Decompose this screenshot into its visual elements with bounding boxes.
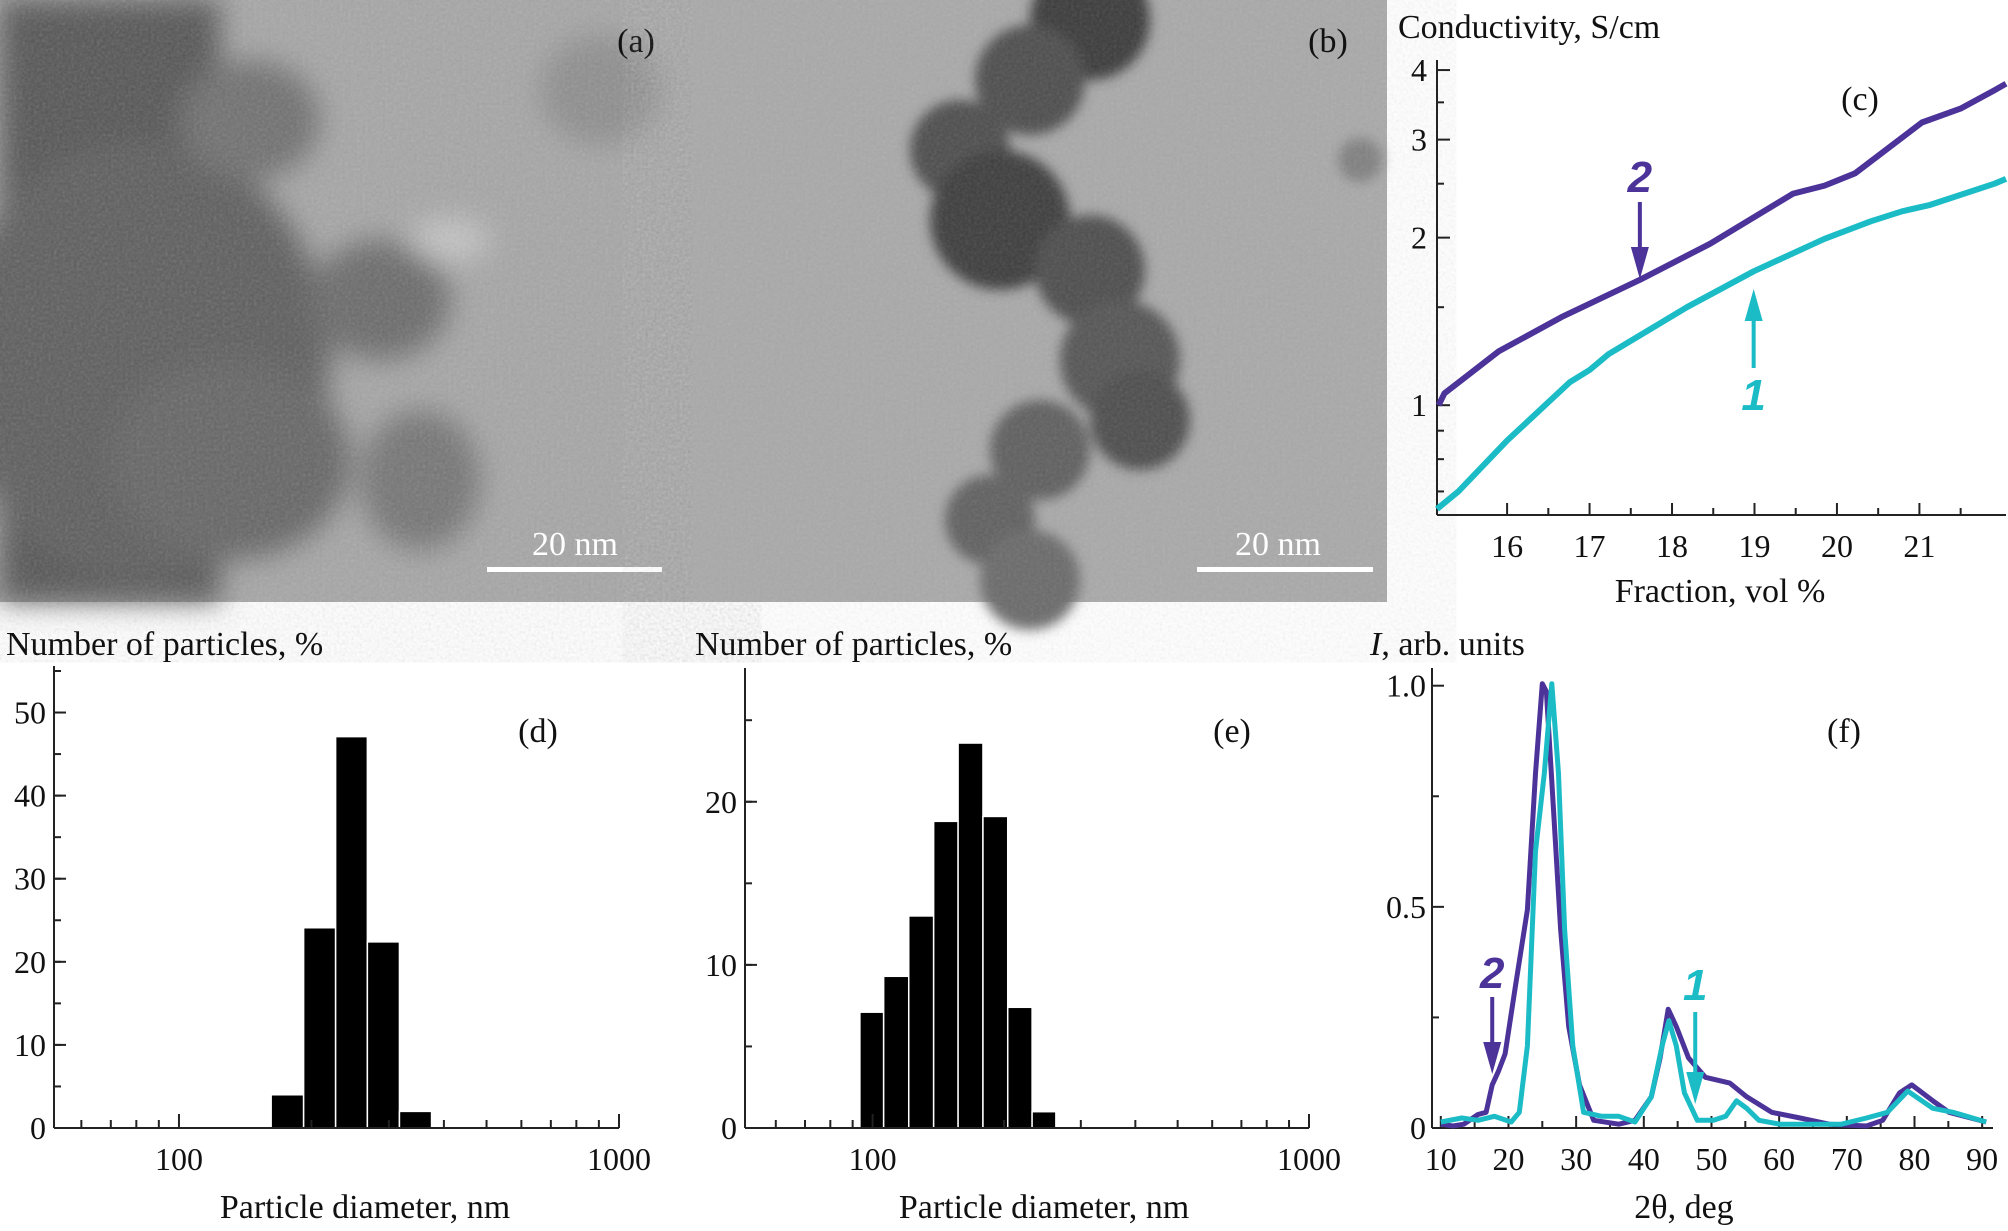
y-tick-label: 20 xyxy=(705,784,737,820)
y-tick-label: 0 xyxy=(1410,1110,1426,1146)
chart-e-bar xyxy=(982,815,1009,1129)
x-tick-label: 50 xyxy=(1695,1141,1727,1177)
chart-d-bar xyxy=(366,941,401,1129)
curve-1-label: 1 xyxy=(1741,371,1765,420)
curve-1-arrow-head-icon xyxy=(1744,289,1763,321)
x-tick-label: 17 xyxy=(1574,528,1606,564)
scale-bar-a xyxy=(487,567,662,572)
chart-f-xlabel: 2θ, deg xyxy=(1634,1189,1733,1226)
x-tick-label: 70 xyxy=(1831,1141,1863,1177)
x-tick-label: 100 xyxy=(155,1141,203,1177)
y-tick-label: 40 xyxy=(14,778,46,814)
chart-e-bar xyxy=(882,975,910,1129)
y-tick-label: 30 xyxy=(14,861,46,897)
x-tick-label: 16 xyxy=(1491,528,1523,564)
panel-label-a: (a) xyxy=(617,23,655,60)
y-tick-label: 20 xyxy=(14,944,46,980)
chart-e-xlabel: Particle diameter, nm xyxy=(899,1189,1189,1226)
y-tick-label: 2 xyxy=(1411,220,1427,256)
y-tick-label: 4 xyxy=(1411,52,1427,88)
x-tick-label: 1000 xyxy=(587,1141,651,1177)
chart-c-xlabel: Fraction, vol % xyxy=(1615,573,1826,610)
scale-bar-b xyxy=(1197,567,1373,572)
chart-e-ylabel: Number of particles, % xyxy=(695,626,1012,663)
x-tick-label: 30 xyxy=(1560,1141,1592,1177)
x-tick-label: 1000 xyxy=(1277,1141,1341,1177)
chart-d-bar xyxy=(270,1094,305,1129)
series-1-line xyxy=(1435,176,2008,512)
curve-1-arrow-head-icon xyxy=(1686,1072,1705,1104)
x-tick-label: 18 xyxy=(1656,528,1688,564)
curve-2-arrow-head-icon xyxy=(1630,247,1649,279)
curve-2-arrow-head-icon xyxy=(1483,1042,1502,1074)
x-tick-label: 90 xyxy=(1966,1141,1998,1177)
x-tick-label: 20 xyxy=(1492,1141,1524,1177)
chart-f-panel-label: (f) xyxy=(1827,713,1861,750)
chart-e-bar xyxy=(1006,1006,1033,1129)
panel-label-b: (b) xyxy=(1308,23,1348,60)
chart-d-ylabel: Number of particles, % xyxy=(6,626,323,663)
chart-e-bar xyxy=(957,742,984,1129)
series-1-line xyxy=(1440,681,1987,1127)
x-tick-label: 19 xyxy=(1738,528,1770,564)
series-2-line xyxy=(1440,681,1987,1129)
scale-bar-label-a: 20 nm xyxy=(532,526,618,563)
tem-image-a: 20 nm (a) xyxy=(0,0,692,602)
histogram-d: Number of particles, % Particle diameter… xyxy=(6,626,651,1226)
y-tick-label: 0.5 xyxy=(1386,889,1426,925)
x-tick-label: 100 xyxy=(849,1141,897,1177)
y-tick-label: 50 xyxy=(14,695,46,731)
chart-e-bar xyxy=(932,820,959,1129)
y-tick-label: 10 xyxy=(705,947,737,983)
chart-c-ylabel: Conductivity, S/cm xyxy=(1398,9,1660,46)
x-tick-label: 10 xyxy=(1425,1141,1457,1177)
scale-bar-label-b: 20 nm xyxy=(1235,526,1321,563)
chart-e-bar xyxy=(1031,1110,1057,1129)
chart-e-panel-label: (e) xyxy=(1213,713,1251,750)
x-tick-label: 40 xyxy=(1628,1141,1660,1177)
chart-d-bar xyxy=(398,1110,433,1129)
x-tick-label: 20 xyxy=(1821,528,1853,564)
chart-f-ylabel-rest: , arb. units xyxy=(1381,626,1525,663)
x-tick-label: 21 xyxy=(1903,528,1935,564)
tem-image-b: 20 nm (b) xyxy=(692,0,1387,630)
chart-f-ylabel: I, arb. units xyxy=(1369,626,1525,663)
chart-e-bar xyxy=(859,1011,885,1129)
chart-f-ylabel-symbol: I xyxy=(1369,626,1383,663)
y-tick-label: 1.0 xyxy=(1386,668,1426,704)
chart-d-xlabel: Particle diameter, nm xyxy=(220,1189,510,1226)
y-tick-label: 1 xyxy=(1411,387,1427,423)
y-tick-label: 10 xyxy=(14,1027,46,1063)
x-tick-label: 80 xyxy=(1899,1141,1931,1177)
curve-1-label: 1 xyxy=(1683,961,1707,1010)
xrd-chart: I, arb. units 2θ, deg (f) 10 20 30 40 50 60 70… xyxy=(1369,626,1998,1226)
curve-2-label: 2 xyxy=(1479,949,1505,998)
chart-d-bar xyxy=(334,735,369,1129)
y-tick-label: 3 xyxy=(1411,122,1427,158)
chart-c-panel-label: (c) xyxy=(1841,81,1879,118)
chart-d-panel-label: (d) xyxy=(518,713,558,750)
conductivity-chart: Conductivity, S/cm Fraction, vol % (c) 1… xyxy=(1398,9,2008,610)
histogram-e: Number of particles, % Particle diameter… xyxy=(695,626,1341,1226)
y-tick-label: 0 xyxy=(721,1110,737,1146)
chart-e-bar xyxy=(907,915,935,1129)
y-tick-label: 0 xyxy=(30,1110,46,1146)
x-tick-label: 60 xyxy=(1763,1141,1795,1177)
curve-2-label: 2 xyxy=(1627,153,1653,202)
series-2-line xyxy=(1435,81,2008,407)
chart-d-bar xyxy=(302,926,337,1129)
